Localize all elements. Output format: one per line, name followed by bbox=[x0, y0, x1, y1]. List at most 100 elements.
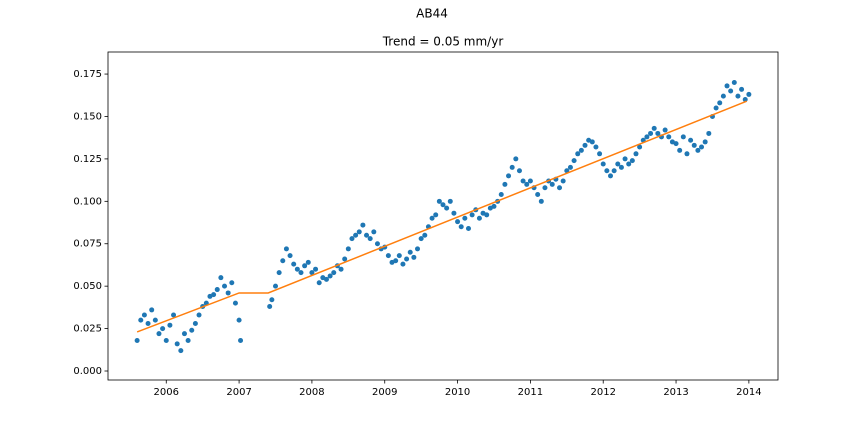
data-point bbox=[720, 93, 726, 99]
data-point bbox=[276, 270, 282, 276]
x-tick-label: 2007 bbox=[226, 387, 251, 398]
data-point bbox=[506, 173, 512, 179]
data-point bbox=[267, 304, 273, 310]
data-point bbox=[502, 181, 508, 187]
data-point bbox=[141, 312, 147, 318]
data-point bbox=[476, 215, 482, 221]
data-point bbox=[211, 292, 217, 298]
data-point bbox=[746, 91, 752, 97]
data-point bbox=[673, 141, 679, 147]
data-point bbox=[549, 181, 555, 187]
data-point bbox=[731, 80, 737, 86]
data-point bbox=[498, 192, 504, 198]
data-point bbox=[447, 198, 453, 204]
data-point bbox=[651, 125, 657, 131]
data-point bbox=[615, 161, 621, 167]
data-point bbox=[302, 263, 308, 269]
data-point bbox=[626, 161, 632, 167]
data-point bbox=[571, 158, 577, 164]
y-tick-label: 0.125 bbox=[73, 154, 102, 165]
data-point bbox=[385, 253, 391, 259]
data-point bbox=[134, 337, 140, 343]
data-point bbox=[171, 312, 177, 318]
data-point bbox=[181, 331, 187, 337]
data-point bbox=[353, 232, 359, 238]
y-tick-label: 0.175 bbox=[73, 69, 102, 80]
data-point bbox=[618, 164, 624, 170]
data-point bbox=[280, 258, 286, 264]
y-tick-label: 0.100 bbox=[73, 196, 102, 207]
x-tick-label: 2008 bbox=[299, 387, 324, 398]
data-point bbox=[644, 134, 650, 140]
data-point bbox=[418, 236, 424, 242]
data-point bbox=[622, 156, 628, 162]
data-point bbox=[229, 280, 235, 286]
data-point bbox=[283, 246, 289, 252]
data-point bbox=[149, 307, 155, 313]
data-point bbox=[680, 134, 686, 140]
data-point bbox=[662, 127, 668, 133]
data-point bbox=[167, 322, 173, 328]
data-point bbox=[407, 249, 413, 255]
y-tick-label: 0.075 bbox=[73, 239, 102, 250]
data-point bbox=[735, 93, 741, 99]
data-point bbox=[535, 192, 541, 198]
x-tick-label: 2014 bbox=[736, 387, 761, 398]
data-point bbox=[567, 164, 573, 170]
data-point bbox=[465, 225, 471, 231]
data-point bbox=[174, 341, 180, 347]
data-point bbox=[451, 210, 457, 216]
data-point bbox=[138, 317, 144, 323]
data-point bbox=[578, 147, 584, 153]
data-point bbox=[717, 100, 723, 106]
data-point bbox=[684, 151, 690, 157]
data-point bbox=[575, 151, 581, 157]
plot-area bbox=[134, 80, 752, 354]
data-point bbox=[238, 337, 244, 343]
data-point bbox=[294, 266, 300, 272]
data-point bbox=[178, 348, 184, 354]
data-point bbox=[597, 151, 603, 157]
x-tick-label: 2011 bbox=[518, 387, 543, 398]
data-point bbox=[400, 261, 406, 267]
data-point bbox=[458, 224, 464, 230]
data-point bbox=[287, 253, 293, 259]
data-point bbox=[513, 156, 519, 162]
data-point bbox=[269, 297, 275, 303]
data-point bbox=[218, 275, 224, 281]
data-point bbox=[611, 168, 617, 174]
data-point bbox=[225, 290, 231, 296]
data-point bbox=[313, 266, 319, 272]
data-point bbox=[520, 178, 526, 184]
data-point bbox=[702, 139, 708, 145]
data-point bbox=[411, 254, 417, 260]
data-point bbox=[433, 212, 439, 218]
data-point bbox=[706, 130, 712, 136]
data-point bbox=[323, 276, 329, 282]
data-point bbox=[309, 270, 315, 276]
data-point bbox=[360, 222, 366, 228]
data-point bbox=[440, 202, 446, 208]
data-point bbox=[509, 164, 515, 170]
data-point bbox=[232, 300, 238, 306]
data-point bbox=[542, 185, 548, 191]
data-point bbox=[695, 147, 701, 153]
y-tick-label: 0.150 bbox=[73, 111, 102, 122]
data-point bbox=[462, 215, 468, 221]
data-point bbox=[393, 258, 399, 264]
data-point bbox=[713, 105, 719, 111]
data-point bbox=[739, 86, 745, 92]
data-point bbox=[429, 215, 435, 221]
x-tick-label: 2009 bbox=[372, 387, 397, 398]
x-tick-label: 2013 bbox=[663, 387, 688, 398]
data-point bbox=[655, 130, 661, 136]
trend-line bbox=[136, 100, 747, 333]
data-point bbox=[367, 236, 373, 242]
data-point bbox=[691, 142, 697, 148]
data-point bbox=[349, 236, 355, 242]
x-tick-label: 2010 bbox=[445, 387, 470, 398]
data-point bbox=[469, 212, 475, 218]
data-point bbox=[677, 147, 683, 153]
data-point bbox=[356, 229, 362, 235]
data-point bbox=[444, 205, 450, 211]
